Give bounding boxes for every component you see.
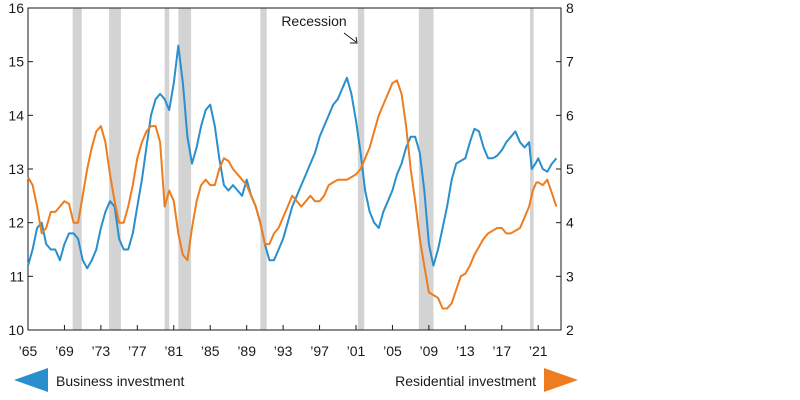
right-tick-label: 6 xyxy=(566,107,574,123)
left-axis: 10 11 12 13 14 15 16 xyxy=(8,0,33,338)
right-tick-label: 5 xyxy=(566,161,574,177)
x-tick-label: ’81 xyxy=(164,343,183,359)
right-tick-label: 7 xyxy=(566,54,574,70)
left-tick-label: 16 xyxy=(8,0,24,16)
x-tick-label: ’65 xyxy=(19,343,38,359)
x-tick-label: ’93 xyxy=(274,343,293,359)
x-tick-label: ’13 xyxy=(456,343,475,359)
right-tick-label: 3 xyxy=(566,268,574,284)
right-tick-label: 4 xyxy=(566,215,574,231)
right-arrow-icon xyxy=(544,368,578,392)
recession-label: Recession xyxy=(281,13,346,29)
left-arrow-icon xyxy=(14,368,48,392)
recession-arrow-head xyxy=(350,36,358,44)
recession-band-0 xyxy=(72,8,82,330)
recession-bands xyxy=(72,8,534,330)
x-tick-label: ’97 xyxy=(310,343,329,359)
recession-arrow-line xyxy=(343,32,357,43)
recession-annotation: Recession xyxy=(281,13,358,44)
legend-business-investment-label: Business investment xyxy=(56,373,185,389)
x-tick-label: ’17 xyxy=(492,343,511,359)
plot-frame xyxy=(27,7,562,331)
recession-band-4 xyxy=(260,8,267,330)
series-line-business xyxy=(27,44,558,270)
left-tick-label: 12 xyxy=(8,215,24,231)
left-tick-label: 10 xyxy=(8,322,24,338)
x-tick-label: ’21 xyxy=(529,343,548,359)
x-tick-label: ’73 xyxy=(92,343,111,359)
x-tick-label: ’01 xyxy=(347,343,366,359)
recession-band-1 xyxy=(109,8,121,330)
series-line-residential xyxy=(27,79,558,310)
left-tick-label: 13 xyxy=(8,161,24,177)
recession-band-2 xyxy=(164,8,170,330)
x-tick-label: ’05 xyxy=(383,343,402,359)
x-tick-label: ’85 xyxy=(201,343,220,359)
left-tick-label: 15 xyxy=(8,54,24,70)
x-tick-label: ’77 xyxy=(128,343,147,359)
x-axis: ’65 ’69 ’73 ’77 ’81 ’85 ’89 ’93 ’97 ’01 ’05 ’09 ’13 ’… xyxy=(19,325,548,359)
right-axis: 2 3 4 5 6 7 8 xyxy=(556,0,574,338)
x-tick-label: ’09 xyxy=(420,343,439,359)
x-tick-label: ’69 xyxy=(55,343,74,359)
x-tick-label: ’89 xyxy=(237,343,256,359)
legend-residential-investment-label: Residential investment xyxy=(395,373,536,389)
series-lines xyxy=(27,44,558,310)
right-tick-label: 2 xyxy=(566,322,574,338)
legend-residential-investment: Residential investment xyxy=(395,368,578,392)
right-tick-label: 8 xyxy=(566,0,574,16)
left-tick-label: 11 xyxy=(9,268,24,284)
legend-business-investment: Business investment xyxy=(14,368,185,392)
left-tick-label: 14 xyxy=(8,107,24,123)
